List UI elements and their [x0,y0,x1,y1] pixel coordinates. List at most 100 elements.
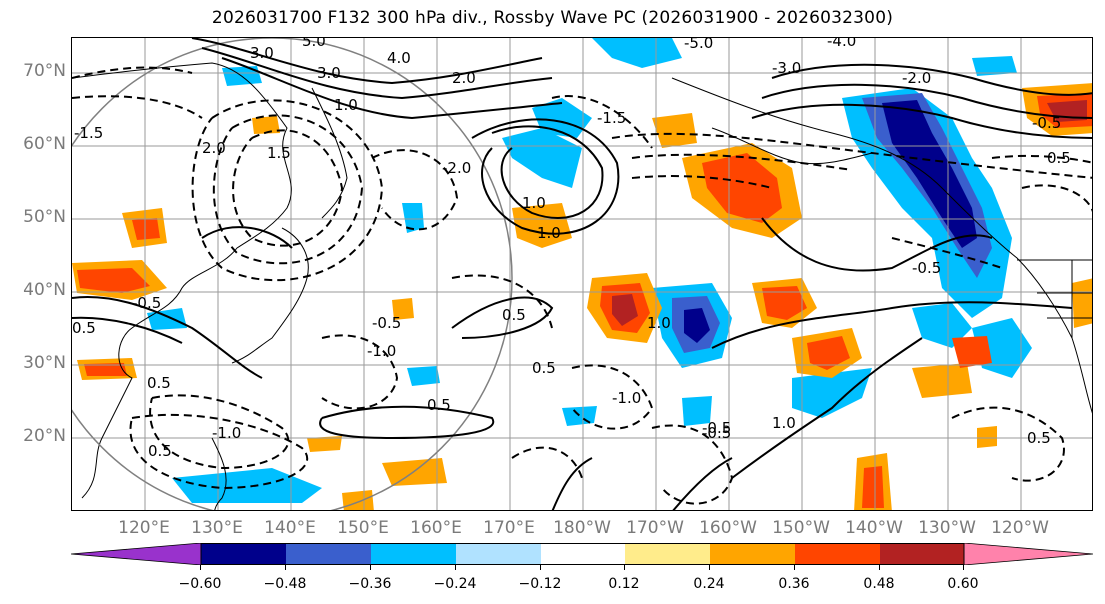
contour-label: 0.5 [1047,149,1071,167]
colorbar-segment [625,543,710,565]
contour-label: 0.5 [427,396,451,414]
contour-label: 3.0 [317,64,341,82]
blue-blob [882,100,977,248]
colorbar-tick [285,565,286,570]
graticule [72,38,1092,510]
lat-label-50n: 50°N [23,207,66,227]
contour-label: 1.0 [334,96,358,114]
contour-label: -2.0 [442,159,471,177]
lat-label-30n: 30°N [23,353,66,373]
lon-label-150w: 150°W [772,518,830,538]
kamchatka-coast [311,87,348,219]
colorbar-segment [710,543,795,565]
contour-label: -1.0 [212,424,241,442]
lon-label-130w: 130°W [918,518,976,538]
colorbar-tick [455,565,456,570]
colorbar-tick [963,565,964,570]
colorbar [71,543,1093,565]
contour-label: -0.5 [372,314,401,332]
blue-blob [592,38,682,68]
lon-label-160w: 160°W [699,518,757,538]
blue-blob [792,368,872,418]
lat-label-70n: 70°N [23,61,66,81]
warm-blob [652,113,697,148]
colorbar-segment [456,543,541,565]
contour-label: -5.0 [684,38,713,52]
lat-label-20n: 20°N [23,426,66,446]
contour-label: -1.5 [597,109,626,127]
warm-blob [862,466,884,508]
lon-label-120w: 120°W [991,518,1049,538]
contour-label: 0.5 [147,374,171,392]
colorbar-label: 0.60 [947,576,979,592]
warm-blob [912,363,972,398]
contour-label: -0.5 [702,419,731,437]
colorbar-label: 0.12 [608,576,640,592]
contours-positive [72,38,1092,510]
blue-blob [682,396,712,426]
colorbar-tick [540,565,541,570]
contour-label: 5.0 [302,38,326,50]
lon-label-130e: 130°E [191,518,243,538]
contour-label: -1.0 [612,389,641,407]
contour-label: 1.0 [647,314,671,332]
blue-blob [684,308,710,343]
contour-label: 0.5 [502,306,526,324]
blue-blob [407,366,440,386]
contour-label: -1.0 [367,342,396,360]
colorbar-segment [880,543,964,565]
lon-label-150e: 150°E [337,518,389,538]
warm-blob [702,153,782,223]
blue-blob [502,128,582,188]
lat-label-60n: 60°N [23,134,66,154]
divergence-shading-negative [147,38,1032,503]
colorbar-tick [794,565,795,570]
contour-label: 0.5 [148,442,172,460]
lat-label-40n: 40°N [23,280,66,300]
colorbar-segment-under [71,543,202,565]
colorbar-segment [795,543,880,565]
contour-label: 1.5 [267,144,291,162]
lon-label-170w: 170°W [626,518,684,538]
colorbar-segment-over [963,543,1093,565]
contour-label: -0.5 [702,424,731,442]
colorbar-segment [201,543,286,565]
contour-label: 2.0 [452,69,476,87]
lon-label-160e: 160°E [410,518,462,538]
colorbar-tick [200,565,201,570]
map-panel: 5.0 3.0 4.0 3.0 2.0 1.0 -1.5 2.0 1.5 -5.… [71,37,1093,511]
contour-label: 4.0 [387,49,411,67]
warm-blob [977,426,997,448]
colorbar-label: 0.36 [778,576,810,592]
colorbar-label: −0.36 [348,576,392,592]
colorbar-label: −0.48 [263,576,307,592]
colorbar-label: −0.24 [433,576,477,592]
colorbar-segment [541,543,625,565]
colorbar-label: −0.12 [518,576,562,592]
contour-label: -0.5 [912,259,941,277]
lon-label-180w: 180°W [553,518,611,538]
warm-blob [807,336,850,370]
warm-blob [952,336,992,368]
blue-blob [912,303,972,348]
blue-blob [402,203,424,233]
coastlines [72,62,1092,510]
blue-blob [562,406,597,426]
blue-blob [972,56,1017,76]
blue-blob [172,468,322,503]
colorbar-label: −0.60 [178,576,222,592]
lon-label-140e: 140°E [264,518,316,538]
contour-label: 1.0 [772,414,796,432]
colorbar-label: 0.48 [863,576,895,592]
colorbar-tick [370,565,371,570]
contour-label: 0.5 [72,319,96,337]
colorbar-segment [371,543,456,565]
contours-negative [72,66,1092,505]
lon-label-120e: 120°E [118,518,170,538]
warm-blob [392,298,414,320]
state-border [1037,260,1092,338]
warm-blob [612,294,638,326]
warm-blob [762,286,807,320]
contour-label: -3.0 [772,59,801,77]
warm-blob [1072,278,1092,328]
